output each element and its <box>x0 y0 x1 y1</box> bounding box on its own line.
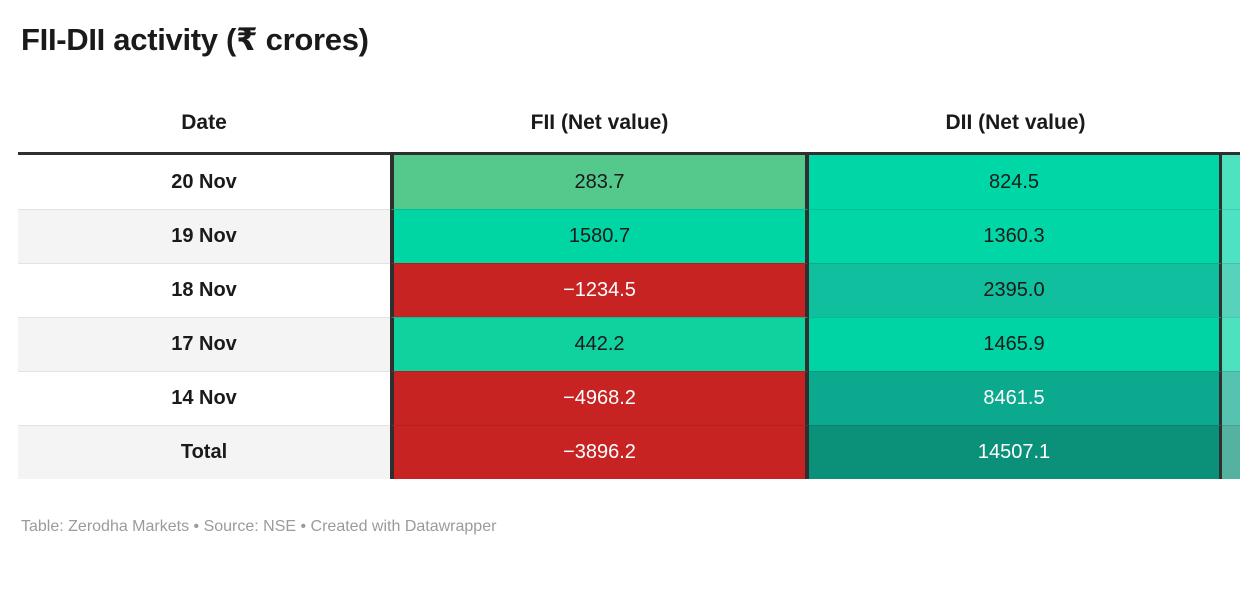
dii-value-cell: 8461.5 <box>809 371 1222 425</box>
fii-value-cell: −4968.2 <box>390 371 809 425</box>
fii-value-cell: −1234.5 <box>390 263 809 317</box>
date-cell: 18 Nov <box>18 263 390 317</box>
table-right-edge-cell <box>1222 371 1240 425</box>
date-cell: Total <box>18 425 390 479</box>
column-header-fii: FII (Net value) <box>530 110 669 134</box>
date-cell: 17 Nov <box>18 317 390 371</box>
table-header-row: Date FII (Net value) DII (Net value) <box>18 93 1240 155</box>
page-title: FII-DII activity (₹ crores) <box>21 22 369 57</box>
dii-value-cell: 824.5 <box>809 155 1222 209</box>
table-right-edge-cell <box>1222 155 1240 209</box>
date-cell: 19 Nov <box>18 209 390 263</box>
date-cell: 14 Nov <box>18 371 390 425</box>
table-right-edge-header <box>1222 93 1240 152</box>
table-right-edge-cell <box>1222 317 1240 371</box>
table-row-total: Total −3896.2 14507.1 <box>18 425 1240 479</box>
dii-value-cell: 2395.0 <box>809 263 1222 317</box>
table-right-edge-cell <box>1222 209 1240 263</box>
table-row: 20 Nov 283.7 824.5 <box>18 155 1240 209</box>
fii-value-cell: −3896.2 <box>390 425 809 479</box>
dii-value-cell: 1465.9 <box>809 317 1222 371</box>
table-right-edge-cell <box>1222 425 1240 479</box>
table-row: 17 Nov 442.2 1465.9 <box>18 317 1240 371</box>
dii-value-cell: 1360.3 <box>809 209 1222 263</box>
fii-value-cell: 1580.7 <box>390 209 809 263</box>
fii-value-cell: 283.7 <box>390 155 809 209</box>
table-row: 18 Nov −1234.5 2395.0 <box>18 263 1240 317</box>
dii-value-cell: 14507.1 <box>809 425 1222 479</box>
table-row: 19 Nov 1580.7 1360.3 <box>18 209 1240 263</box>
date-cell: 20 Nov <box>18 155 390 209</box>
table-row: 14 Nov −4968.2 8461.5 <box>18 371 1240 425</box>
fii-value-cell: 442.2 <box>390 317 809 371</box>
table-right-edge-cell <box>1222 263 1240 317</box>
fii-dii-table: Date FII (Net value) DII (Net value) 20 … <box>18 93 1240 479</box>
column-header-dii: DII (Net value) <box>945 110 1086 134</box>
attribution-footer: Table: Zerodha Markets • Source: NSE • C… <box>21 518 497 535</box>
column-header-date: Date <box>181 110 227 134</box>
